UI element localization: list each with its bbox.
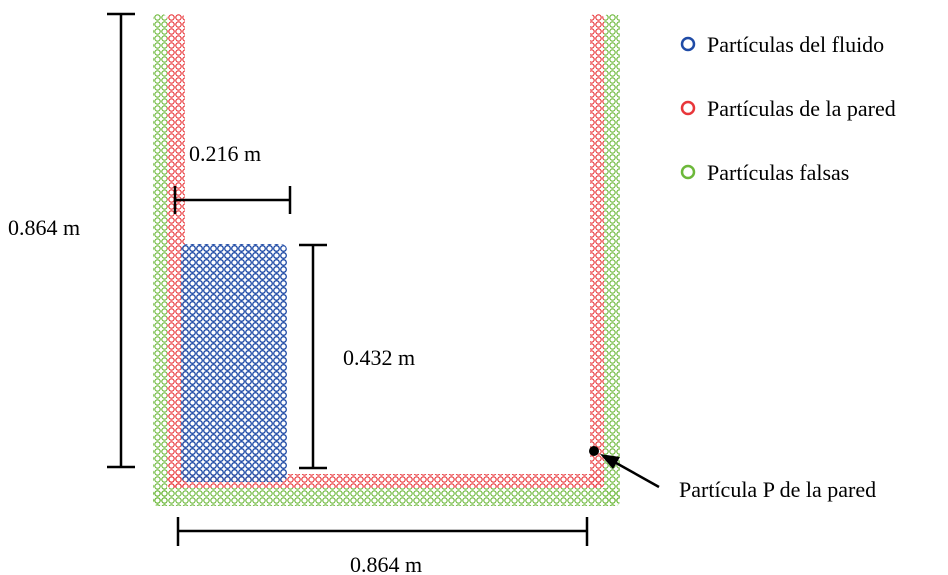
tank-width-dimension <box>178 517 587 546</box>
fluid-column <box>181 244 287 482</box>
legend-ghost-marker <box>682 166 694 178</box>
column-width-dimension <box>175 186 290 214</box>
column-height-dimension <box>299 245 327 468</box>
ghost-left-wall <box>153 14 167 506</box>
legend-wall-label: Partículas de la pared <box>707 96 896 121</box>
tank-height-label: 0.864 m <box>8 215 80 240</box>
legend-fluid-marker <box>682 38 694 50</box>
legend-ghost-label: Partículas falsas <box>707 160 849 185</box>
tank-height-dimension <box>107 14 135 467</box>
legend-fluid-label: Partículas del fluido <box>707 32 884 57</box>
legend: Partículas del fluido Partículas de la p… <box>682 32 896 185</box>
ghost-bottom <box>153 488 620 506</box>
column-width-label: 0.216 m <box>189 141 261 166</box>
column-height-label: 0.432 m <box>343 345 415 370</box>
ghost-right-wall <box>604 14 620 506</box>
tank-width-label: 0.864 m <box>350 552 422 575</box>
particle-p-label: Partícula P de la pared <box>679 477 876 502</box>
legend-wall-marker <box>682 102 694 114</box>
particle-p-marker <box>589 446 599 456</box>
wall-right <box>590 14 604 488</box>
